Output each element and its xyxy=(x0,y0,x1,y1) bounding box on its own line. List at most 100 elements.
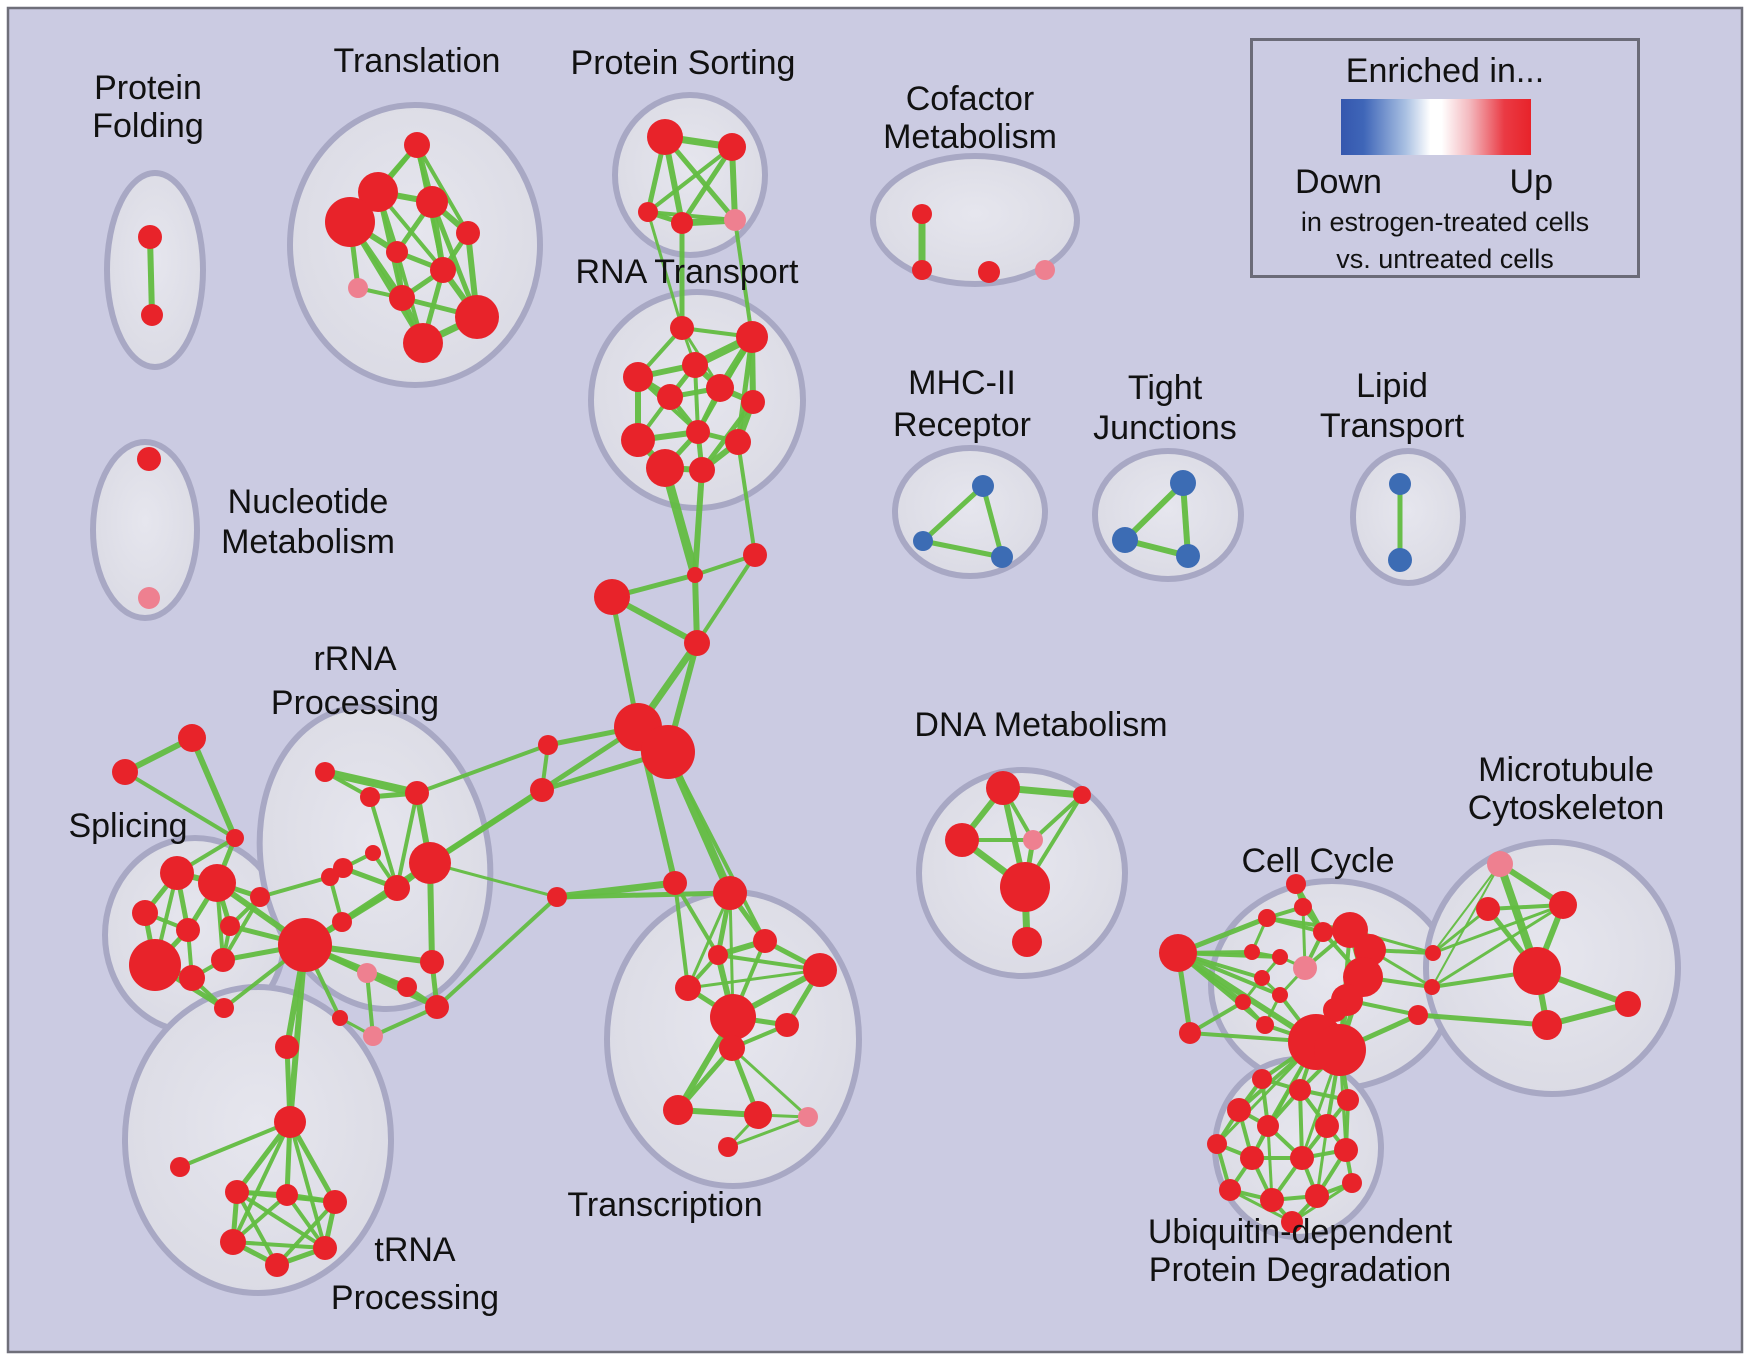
node-q5 xyxy=(1337,1089,1359,1111)
node-r0 xyxy=(315,762,335,782)
node-c0 xyxy=(684,630,710,656)
node-n8 xyxy=(686,420,710,444)
cluster-label-ubiquitin-degradation: Ubiquitin-dependent xyxy=(1148,1213,1453,1251)
cluster-label-cofactor-metabolism: Metabolism xyxy=(883,118,1057,156)
node-tj1 xyxy=(1112,527,1138,553)
node-cf2 xyxy=(978,261,1000,283)
edge-k0-k6 xyxy=(288,1121,327,1249)
node-r13 xyxy=(425,995,449,1019)
node-q12 xyxy=(1305,1184,1329,1208)
node-sp9 xyxy=(214,998,234,1018)
node-n10 xyxy=(646,449,684,487)
node-r9 xyxy=(278,918,332,972)
edge-tr11-tr12 xyxy=(727,1115,809,1149)
edge-ps4-n1 xyxy=(733,219,754,338)
edge-ps1-ps2 xyxy=(646,145,734,214)
cluster-label-mhc-ii-receptor: Receptor xyxy=(893,406,1031,444)
node-u0 xyxy=(1487,851,1513,877)
edge-ps1-ps3 xyxy=(679,145,735,225)
edge-tr8-tr11 xyxy=(730,1046,810,1119)
edge-u1-gc1 xyxy=(1431,903,1564,989)
node-tr9 xyxy=(663,1095,693,1125)
node-st2 xyxy=(226,829,244,847)
node-cf0 xyxy=(912,204,932,224)
edge-c6-r13 xyxy=(435,895,559,1009)
node-gc1 xyxy=(1424,979,1440,995)
node-gc2 xyxy=(1408,1005,1428,1025)
node-k7 xyxy=(265,1253,289,1277)
cluster-ellipse-protein-sorting xyxy=(612,92,768,258)
node-r2 xyxy=(405,781,429,805)
cluster-ellipse-trna-processing xyxy=(122,984,394,1296)
edge-sp5-r7 xyxy=(259,875,331,899)
node-cf3 xyxy=(1035,260,1055,280)
node-ps0 xyxy=(647,119,683,155)
cluster-label-nucleotide-metabolism: Metabolism xyxy=(221,523,395,561)
node-gh1 xyxy=(1314,1024,1366,1076)
node-tl0 xyxy=(404,132,430,158)
edge-c6-r6 xyxy=(429,861,558,899)
cluster-label-tight-junctions: Tight xyxy=(1128,369,1203,407)
cluster-label-nucleotide-metabolism: Nucleotide xyxy=(228,483,389,521)
edge-u4-gc2 xyxy=(1417,1012,1548,1028)
node-q9 xyxy=(1334,1138,1358,1162)
cluster-ellipse-protein-folding xyxy=(104,170,206,370)
edge-q10-q14 xyxy=(1229,1188,1293,1224)
node-sp8 xyxy=(211,948,235,972)
node-tj0 xyxy=(1170,470,1196,496)
cluster-label-rrna-processing: Processing xyxy=(271,684,439,722)
cluster-label-transcription: Transcription xyxy=(567,1186,762,1224)
edge-k2-k7 xyxy=(235,1191,279,1266)
legend-subtitle-line2: vs. untreated cells xyxy=(1336,244,1554,274)
cluster-label-microtubule-cytoskeleton: Microtubule xyxy=(1478,751,1654,789)
node-tl9 xyxy=(455,295,499,339)
node-r3 xyxy=(365,845,381,861)
node-m1 xyxy=(913,531,933,551)
node-g17 xyxy=(1256,1016,1274,1034)
cluster-label-protein-folding: Folding xyxy=(92,107,204,145)
node-n7 xyxy=(621,423,655,457)
node-d4 xyxy=(1000,862,1050,912)
node-st0 xyxy=(178,724,206,752)
node-u2 xyxy=(1476,897,1500,921)
node-d0 xyxy=(986,771,1020,805)
node-tr8 xyxy=(719,1035,745,1061)
node-c2 xyxy=(743,543,767,567)
node-sp4 xyxy=(220,916,240,936)
edge-st0-st2 xyxy=(189,736,238,840)
edge-r2-r5 xyxy=(395,792,419,889)
node-g11 xyxy=(1293,956,1317,980)
node-r15 xyxy=(332,1010,348,1026)
node-r16 xyxy=(275,1035,299,1059)
edge-n1-n9 xyxy=(735,336,755,443)
legend-title: Enriched in... xyxy=(1345,52,1545,90)
node-tr5 xyxy=(675,975,701,1001)
cluster-label-cofactor-metabolism: Cofactor xyxy=(906,80,1035,118)
node-sp6 xyxy=(129,939,181,991)
cluster-label-mhc-ii-receptor: MHC-II xyxy=(908,364,1016,402)
edge-r9-k0 xyxy=(287,944,308,1123)
cluster-label-rna-transport: RNA Transport xyxy=(576,253,800,291)
node-n0 xyxy=(670,316,694,340)
edge-ps0-ps4 xyxy=(663,135,737,222)
node-u3 xyxy=(1513,947,1561,995)
node-k0 xyxy=(274,1106,306,1138)
node-g14 xyxy=(1254,970,1270,986)
node-q13 xyxy=(1342,1173,1362,1193)
cluster-label-tight-junctions: Junctions xyxy=(1093,409,1237,447)
cluster-label-rrna-processing: rRNA xyxy=(313,640,396,678)
cluster-label-microtubule-cytoskeleton: Cytoskeleton xyxy=(1468,789,1665,827)
cluster-label-translation: Translation xyxy=(334,42,501,80)
edge-c0-c2 xyxy=(695,553,757,645)
cluster-label-protein-sorting: Protein Sorting xyxy=(571,44,796,82)
node-n11 xyxy=(689,457,715,483)
node-n3 xyxy=(623,362,653,392)
node-st1 xyxy=(112,759,138,785)
node-tl5 xyxy=(386,241,408,263)
legend-subtitle-line1: in estrogen-treated cells xyxy=(1300,207,1590,237)
edge-r10-r14 xyxy=(365,972,375,1037)
edge-ps2-ps4 xyxy=(647,210,736,222)
edge-tr3-tr4 xyxy=(717,953,821,972)
node-d2 xyxy=(945,823,979,857)
node-lp1 xyxy=(1388,548,1412,572)
